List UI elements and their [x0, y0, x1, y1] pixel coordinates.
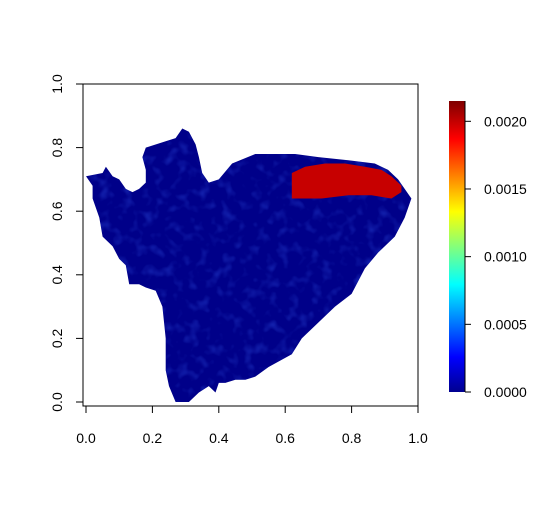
colorbar: 0.0000 0.0005 0.0010 0.0015 0.0020 [449, 101, 527, 400]
y-tick-label: 0.6 [49, 201, 65, 221]
x-tick-label: 0.4 [209, 430, 229, 446]
x-tick-label: 0.8 [342, 430, 362, 446]
x-tick-label: 0.2 [143, 430, 163, 446]
y-tick-label: 0.2 [49, 328, 65, 348]
y-tick-label: 0.0 [49, 392, 65, 412]
heat-hotspot [291, 163, 402, 199]
colorbar-gradient [449, 101, 465, 392]
y-tick-label: 0.8 [49, 138, 65, 158]
y-tick-label: 0.4 [49, 265, 65, 285]
x-tick-label: 1.0 [408, 430, 428, 446]
colorbar-tick-label: 0.0000 [484, 384, 527, 400]
colorbar-tick-label: 0.0010 [484, 249, 527, 265]
x-tick-label: 0.0 [76, 430, 96, 446]
y-axis: 0.0 0.2 0.4 0.6 0.8 1.0 [49, 74, 84, 412]
colorbar-tick-label: 0.0020 [484, 113, 527, 129]
heatmap-surface [86, 128, 412, 402]
y-tick-label: 1.0 [49, 74, 65, 94]
colorbar-tick-label: 0.0015 [484, 181, 527, 197]
heat-texture [86, 128, 412, 402]
colorbar-tick-label: 0.0005 [484, 316, 527, 332]
x-axis: 0.0 0.2 0.4 0.6 0.8 1.0 [76, 405, 428, 446]
x-tick-label: 0.6 [275, 430, 295, 446]
